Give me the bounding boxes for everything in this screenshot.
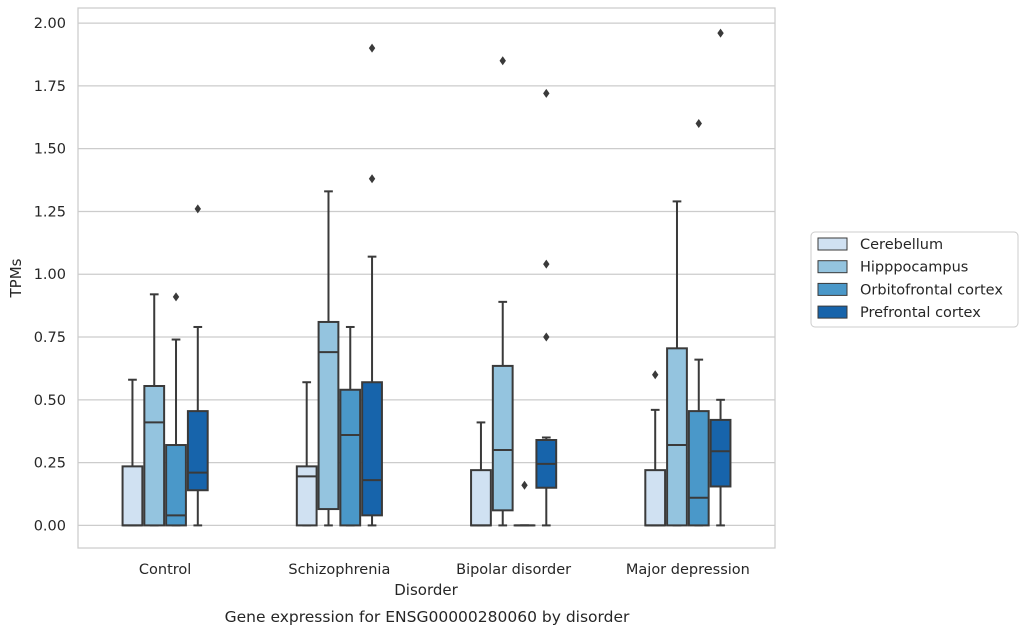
box <box>317 320 340 511</box>
series-3 <box>186 28 732 527</box>
box <box>165 444 187 527</box>
y-tick-label: 0.25 <box>34 456 66 472</box>
y-tick-label: 2.00 <box>34 16 66 32</box>
y-axis-label: TPMs <box>7 258 25 298</box>
outlier-point <box>172 292 180 302</box>
outlier-point <box>543 88 550 98</box>
x-tick-label: Major depression <box>626 562 750 578</box>
box <box>470 469 492 527</box>
legend-label: Cerebellum <box>860 237 943 253</box>
x-tick-label: Bipolar disorder <box>456 562 571 578</box>
outlier-point <box>652 370 659 380</box>
outlier-point <box>521 480 528 490</box>
legend-swatch <box>817 282 848 296</box>
legend-label: Prefrontal cortex <box>860 305 981 321</box>
box <box>186 410 209 492</box>
outlier-point <box>368 174 376 184</box>
x-axis-label: Disorder <box>394 581 458 599</box>
legend-label: Hipppocampus <box>860 260 968 276</box>
outlier-point <box>543 332 550 342</box>
y-tick-label: 0.00 <box>34 518 66 534</box>
box <box>687 410 710 527</box>
y-tick-label: 1.50 <box>34 142 66 158</box>
outlier-point <box>695 119 702 129</box>
y-axis-ticks: 0.00 0.25 0.50 0.75 1.00 1.25 1.50 1.75 2.00 <box>34 16 66 534</box>
outlier-point <box>368 43 376 53</box>
box <box>361 381 383 517</box>
y-tick-label: 0.75 <box>34 330 66 346</box>
box <box>491 364 514 512</box>
outlier-point <box>717 28 724 38</box>
boxplot-series <box>121 28 732 527</box>
outlier-point <box>543 259 550 269</box>
y-tick-label: 1.75 <box>34 79 66 95</box>
legend-label: Orbitofrontal cortex <box>860 282 1003 298</box>
legend-swatch <box>817 260 848 274</box>
y-tick-label: 1.25 <box>34 204 66 220</box>
outlier-point <box>194 204 201 214</box>
box <box>339 388 362 527</box>
plot-frame <box>77 7 776 549</box>
box <box>121 465 144 527</box>
box <box>709 418 732 488</box>
box <box>295 465 318 527</box>
box <box>666 347 688 527</box>
series-1 <box>143 56 688 527</box>
legend: Cerebellum Hipppocampus Orbitofrontal cort… <box>810 231 1019 328</box>
series-0 <box>121 370 667 527</box>
x-tick-label: Control <box>139 562 191 578</box>
y-tick-label: 1.00 <box>34 267 66 283</box>
legend-swatch <box>817 305 848 319</box>
chart-caption: Gene expression for ENSG00000280060 by d… <box>225 608 630 626</box>
box <box>143 385 166 527</box>
outlier-point <box>499 56 506 66</box>
legend-frame <box>810 231 1019 328</box>
series-2 <box>165 119 710 527</box>
legend-swatch <box>817 237 848 251</box>
x-axis-ticks: Control Schizophrenia Bipolar disorder Majo… <box>139 562 750 578</box>
box <box>644 469 667 527</box>
x-tick-label: Schizophrenia <box>288 562 390 578</box>
y-tick-label: 0.50 <box>34 393 66 409</box>
